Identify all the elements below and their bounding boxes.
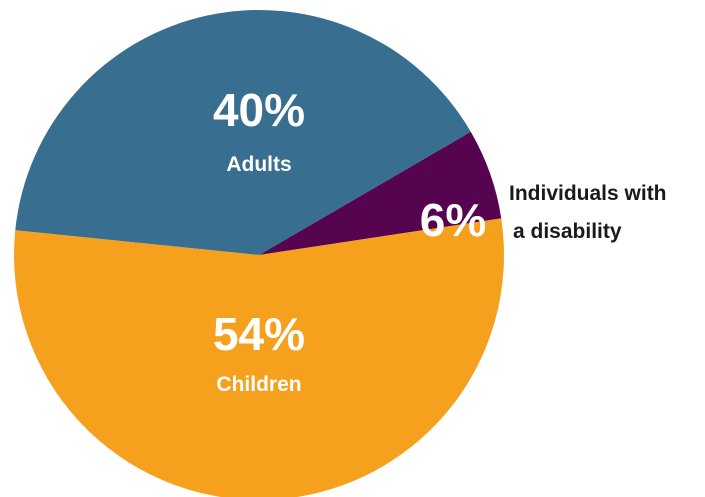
- slice-value-label-children: 54%: [213, 308, 305, 360]
- slice-label-disability-line1: Individuals with: [509, 182, 667, 205]
- slice-label-adults: Adults: [226, 153, 291, 176]
- pie-slice-individuals-with-a-disability: [259, 131, 502, 255]
- slice-label-disability-line2: a disability: [513, 220, 622, 243]
- slice-label-children: Children: [216, 373, 301, 396]
- pie-slices: [14, 9, 504, 497]
- slice-value-label-disability: 6%: [420, 194, 486, 246]
- slice-value-label-adults: 40%: [213, 84, 305, 136]
- pie-slice-adults: [15, 9, 471, 256]
- pie-slice-children: [14, 218, 504, 497]
